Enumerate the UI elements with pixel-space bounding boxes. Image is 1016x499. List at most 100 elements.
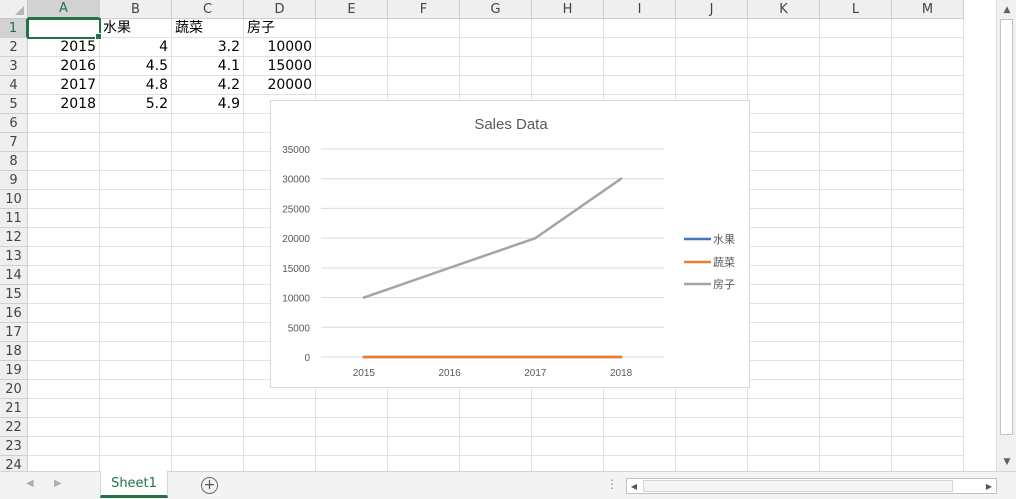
cell-g1[interactable] <box>460 19 532 38</box>
cell-l17[interactable] <box>820 323 892 342</box>
cell-f4[interactable] <box>388 76 460 95</box>
cell-a13[interactable] <box>28 247 100 266</box>
column-header-d[interactable]: D <box>244 0 316 19</box>
cell-a1[interactable] <box>27 18 102 40</box>
cell-l14[interactable] <box>820 266 892 285</box>
cell-b14[interactable] <box>100 266 172 285</box>
cell-b15[interactable] <box>100 285 172 304</box>
cell-a3[interactable]: 2016 <box>28 57 100 76</box>
row-header-12[interactable]: 12 <box>0 228 28 247</box>
cell-j23[interactable] <box>676 437 748 456</box>
row-header-13[interactable]: 13 <box>0 247 28 266</box>
cell-k20[interactable] <box>748 380 820 399</box>
row-header-23[interactable]: 23 <box>0 437 28 456</box>
cell-f3[interactable] <box>388 57 460 76</box>
cell-a24[interactable] <box>28 456 100 471</box>
cell-c4[interactable]: 4.2 <box>172 76 244 95</box>
horizontal-scroll-thumb[interactable] <box>643 480 953 492</box>
cell-l23[interactable] <box>820 437 892 456</box>
scroll-up-icon[interactable]: ▲ <box>1003 4 1011 15</box>
cell-l24[interactable] <box>820 456 892 471</box>
cell-a23[interactable] <box>28 437 100 456</box>
cell-m9[interactable] <box>892 171 964 190</box>
cell-g22[interactable] <box>460 418 532 437</box>
cell-h4[interactable] <box>532 76 604 95</box>
cell-m24[interactable] <box>892 456 964 471</box>
cell-c5[interactable]: 4.9 <box>172 95 244 114</box>
cell-a16[interactable] <box>28 304 100 323</box>
cell-j3[interactable] <box>676 57 748 76</box>
row-header-21[interactable]: 21 <box>0 399 28 418</box>
cell-c12[interactable] <box>172 228 244 247</box>
row-header-17[interactable]: 17 <box>0 323 28 342</box>
cell-j4[interactable] <box>676 76 748 95</box>
row-header-15[interactable]: 15 <box>0 285 28 304</box>
cell-h3[interactable] <box>532 57 604 76</box>
cell-l2[interactable] <box>820 38 892 57</box>
row-header-22[interactable]: 22 <box>0 418 28 437</box>
cell-m1[interactable] <box>892 19 964 38</box>
cell-c2[interactable]: 3.2 <box>172 38 244 57</box>
row-header-6[interactable]: 6 <box>0 114 28 133</box>
cell-c24[interactable] <box>172 456 244 471</box>
cell-j24[interactable] <box>676 456 748 471</box>
column-header-m[interactable]: M <box>892 0 964 19</box>
cell-c18[interactable] <box>172 342 244 361</box>
cell-g4[interactable] <box>460 76 532 95</box>
prev-sheet-icon[interactable]: ◀ <box>26 478 34 489</box>
cell-j22[interactable] <box>676 418 748 437</box>
cell-c7[interactable] <box>172 133 244 152</box>
cell-j1[interactable] <box>676 19 748 38</box>
cell-f2[interactable] <box>388 38 460 57</box>
cell-b13[interactable] <box>100 247 172 266</box>
cell-c1[interactable]: 蔬菜 <box>172 19 244 38</box>
cell-l18[interactable] <box>820 342 892 361</box>
cell-m8[interactable] <box>892 152 964 171</box>
cell-l7[interactable] <box>820 133 892 152</box>
cell-i22[interactable] <box>604 418 676 437</box>
row-header-11[interactable]: 11 <box>0 209 28 228</box>
cell-h2[interactable] <box>532 38 604 57</box>
cell-d3[interactable]: 15000 <box>244 57 316 76</box>
cell-k3[interactable] <box>748 57 820 76</box>
vertical-scroll-thumb[interactable] <box>1000 19 1013 435</box>
cell-b6[interactable] <box>100 114 172 133</box>
cell-m13[interactable] <box>892 247 964 266</box>
cell-k23[interactable] <box>748 437 820 456</box>
row-header-5[interactable]: 5 <box>0 95 28 114</box>
row-header-3[interactable]: 3 <box>0 57 28 76</box>
cell-c8[interactable] <box>172 152 244 171</box>
cell-k19[interactable] <box>748 361 820 380</box>
cell-c22[interactable] <box>172 418 244 437</box>
row-header-2[interactable]: 2 <box>0 38 28 57</box>
cell-l21[interactable] <box>820 399 892 418</box>
row-header-9[interactable]: 9 <box>0 171 28 190</box>
cell-l9[interactable] <box>820 171 892 190</box>
line-chart[interactable]: Sales Data 0 5000 10000 15000 20000 25000 30000… <box>270 100 750 388</box>
cell-b17[interactable] <box>100 323 172 342</box>
row-header-20[interactable]: 20 <box>0 380 28 399</box>
cell-a11[interactable] <box>28 209 100 228</box>
cell-m15[interactable] <box>892 285 964 304</box>
cell-l12[interactable] <box>820 228 892 247</box>
cell-b18[interactable] <box>100 342 172 361</box>
cell-l5[interactable] <box>820 95 892 114</box>
cell-i21[interactable] <box>604 399 676 418</box>
cell-b5[interactable]: 5.2 <box>100 95 172 114</box>
cell-b24[interactable] <box>100 456 172 471</box>
cell-d2[interactable]: 10000 <box>244 38 316 57</box>
cell-k22[interactable] <box>748 418 820 437</box>
cell-m20[interactable] <box>892 380 964 399</box>
cell-a15[interactable] <box>28 285 100 304</box>
cell-b16[interactable] <box>100 304 172 323</box>
row-header-1[interactable]: 1 <box>0 19 28 38</box>
cell-k7[interactable] <box>748 133 820 152</box>
cell-g23[interactable] <box>460 437 532 456</box>
cell-c3[interactable]: 4.1 <box>172 57 244 76</box>
vertical-scrollbar[interactable]: ▲ ▼ <box>996 0 1016 471</box>
cell-d23[interactable] <box>244 437 316 456</box>
cell-d24[interactable] <box>244 456 316 471</box>
row-header-8[interactable]: 8 <box>0 152 28 171</box>
cell-d4[interactable]: 20000 <box>244 76 316 95</box>
cell-e21[interactable] <box>316 399 388 418</box>
